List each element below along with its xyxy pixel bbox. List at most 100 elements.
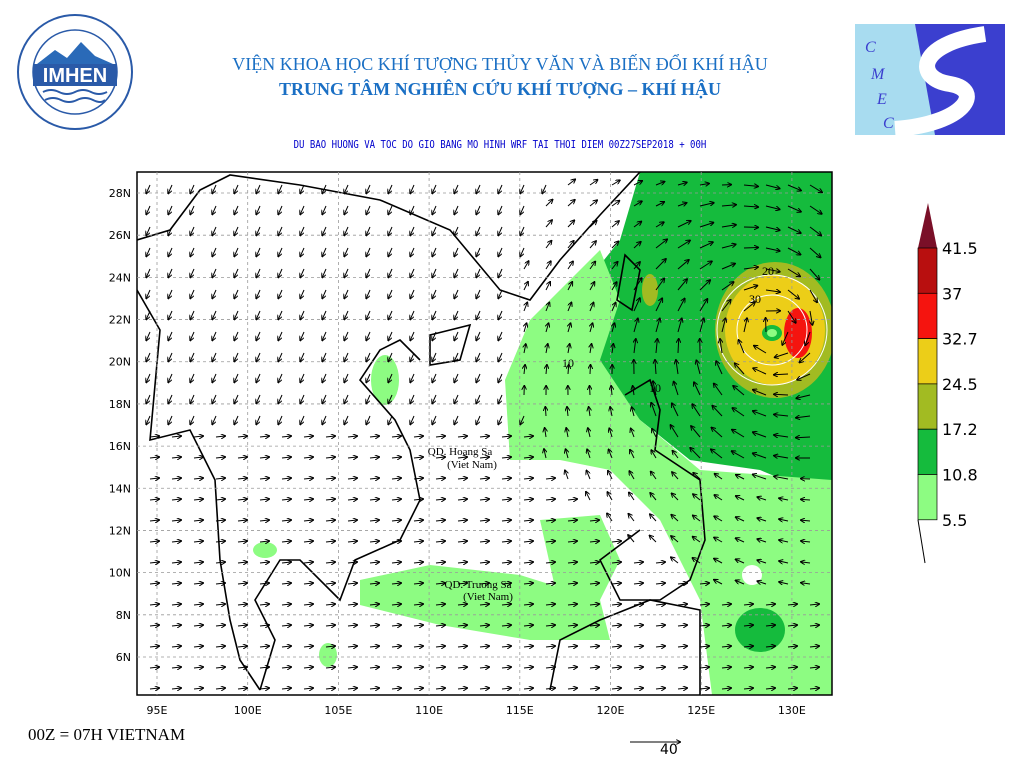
wind-arrow (259, 583, 269, 584)
wind-arrow (736, 538, 745, 543)
wind-arrow (391, 457, 401, 458)
wind-arrow (715, 474, 723, 480)
wind-arrow (567, 499, 577, 500)
wind-arrow (149, 583, 159, 584)
wind-arrow (410, 247, 415, 256)
wind-arrow (391, 436, 401, 437)
wind-arrow (479, 688, 489, 689)
wind-arrow (714, 559, 723, 564)
wind-arrow (300, 352, 305, 361)
wind-arrow (498, 247, 503, 256)
wind-arrow (300, 205, 305, 214)
wind-arrow (237, 625, 247, 626)
wind-arrow (677, 625, 687, 626)
wind-arrow (501, 562, 511, 563)
wind-arrow (545, 688, 555, 689)
wind-arrow (567, 688, 577, 689)
wind-arrow (699, 203, 714, 207)
wind-arrow (787, 625, 797, 626)
wind-arrow (479, 436, 489, 437)
wind-arrow (149, 436, 159, 437)
svg-text:C: C (883, 115, 894, 132)
wind-arrow (476, 289, 481, 298)
wind-arrow (168, 205, 173, 214)
wind-arrow (366, 226, 371, 235)
legend-swatch (917, 428, 938, 475)
wind-arrow (435, 499, 445, 500)
wind-arrow (677, 646, 687, 647)
wind-arrow (190, 205, 195, 214)
wind-arrow (520, 184, 525, 193)
imhen-logo: IMHEN (17, 14, 133, 130)
wind-arrow (171, 436, 181, 437)
wind-arrow (259, 667, 269, 668)
wind-arrow (237, 436, 247, 437)
wind-arrow (281, 667, 291, 668)
wind-arrow (344, 205, 349, 214)
wind-arrow (146, 289, 151, 298)
wind-arrow (589, 541, 599, 542)
wind-arrow (413, 625, 423, 626)
wind-arrow (193, 625, 203, 626)
wind-arrow (256, 205, 261, 214)
wind-arrow (347, 478, 357, 479)
wind-arrow (501, 541, 511, 542)
wind-arrow (520, 226, 525, 235)
wind-arrow (476, 205, 481, 214)
wind-arrow (432, 394, 437, 403)
wind-arrow (765, 247, 780, 251)
wind-arrow (347, 562, 357, 563)
wind-arrow (454, 247, 459, 256)
wind-arrow (801, 541, 811, 542)
wind-arrow (476, 310, 481, 319)
wind-arrow (787, 688, 797, 689)
wind-arrow (190, 289, 195, 298)
wind-arrow (413, 604, 423, 605)
wind-arrow (774, 476, 789, 479)
wind-arrow (631, 429, 634, 438)
wind-arrow (765, 290, 780, 292)
wind-arrow (347, 688, 357, 689)
wind-arrow (498, 415, 503, 424)
wind-arrow (655, 182, 664, 186)
wind-arrow (237, 646, 247, 647)
legend-swatch (917, 474, 938, 521)
wind-arrow (278, 394, 283, 403)
wind-arrow (237, 457, 247, 458)
wind-arrow (546, 365, 547, 375)
wind-arrow (714, 495, 723, 501)
wind-arrow (215, 604, 225, 605)
wind-arrow (347, 604, 357, 605)
wind-arrow (146, 373, 151, 382)
wind-arrow (611, 667, 621, 668)
wind-arrow (391, 646, 401, 647)
wind-arrow (753, 390, 767, 396)
wind-arrow (714, 580, 723, 585)
wind-arrow (325, 625, 335, 626)
wind-arrow (391, 562, 401, 563)
wind-arrow (237, 583, 247, 584)
wind-arrow (607, 492, 613, 501)
wind-arrow (237, 478, 247, 479)
wind-arrow (259, 520, 269, 521)
wind-arrow (655, 259, 666, 270)
wind-arrow (347, 520, 357, 521)
wind-arrow (677, 221, 691, 228)
wind-arrow (589, 583, 599, 584)
wind-arrow (498, 331, 503, 340)
wind-arrow (611, 646, 621, 647)
wind-arrow (633, 242, 641, 249)
wind-arrow (171, 688, 181, 689)
wind-arrow (677, 667, 687, 668)
legend-value: 17.2 (942, 420, 978, 439)
wind-arrow (629, 514, 635, 522)
wind-arrow (256, 331, 261, 340)
wind-arrow (149, 478, 159, 479)
wind-arrow (190, 415, 195, 424)
wind-arrow (524, 303, 527, 312)
legend-value: 37 (942, 284, 962, 303)
wind-arrow (391, 499, 401, 500)
wind-arrow (366, 247, 371, 256)
wind-arrow (721, 225, 736, 227)
